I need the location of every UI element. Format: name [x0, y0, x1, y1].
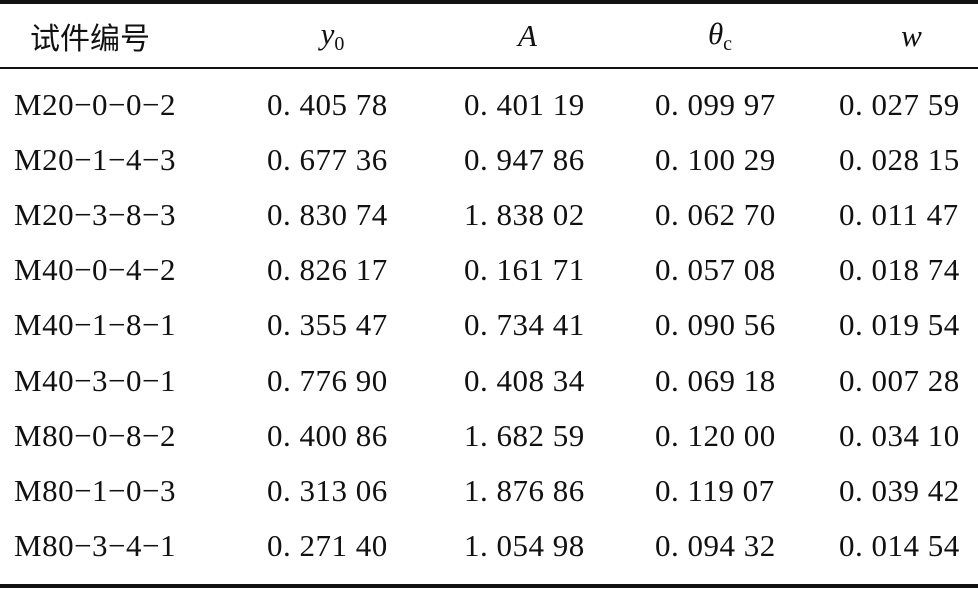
table-row: M20−1−4−3 0. 677 36 0. 947 86 0. 100 29 0. 0… [0, 132, 978, 187]
header-theta-c: θc [625, 4, 815, 67]
specimen-id-cell: M80−1−0−3 [14, 472, 177, 508]
a-cell: 0. 408 34 [464, 362, 585, 398]
w-cell: 0. 027 59 [839, 86, 960, 122]
theta-c-cell: 0. 099 97 [655, 86, 776, 122]
header-specimen-id: 试件编号 [30, 21, 150, 57]
table-row: M20−3−8−3 0. 830 74 1. 838 02 0. 062 70 0. 0… [0, 187, 978, 242]
y0-cell: 0. 776 90 [267, 362, 388, 398]
w-cell: 0. 028 15 [839, 141, 960, 177]
w-cell: 0. 034 10 [839, 417, 960, 453]
specimen-id-cell: M20−1−4−3 [14, 141, 177, 177]
specimen-id-cell: M80−0−8−2 [14, 417, 177, 453]
table-row: M40−3−0−1 0. 776 90 0. 408 34 0. 069 18 0. 0… [0, 353, 978, 408]
specimen-id-cell: M20−0−0−2 [14, 86, 177, 122]
specimen-id-cell: M40−3−0−1 [14, 362, 177, 398]
theta-c-cell: 0. 094 32 [655, 528, 776, 564]
header-y0: y0 [235, 4, 430, 67]
a-cell: 0. 734 41 [464, 307, 585, 343]
w-cell: 0. 011 47 [839, 196, 959, 232]
theta-c-cell: 0. 062 70 [655, 196, 776, 232]
w-cell: 0. 014 54 [839, 528, 960, 564]
y0-cell: 0. 830 74 [267, 196, 388, 232]
specimen-id-cell: M40−1−8−1 [14, 307, 177, 343]
specimen-id-cell: M40−0−4−2 [14, 252, 177, 288]
table-row: M20−0−0−2 0. 405 78 0. 401 19 0. 099 97 0. 0… [0, 67, 978, 132]
theta-c-cell: 0. 119 07 [655, 472, 775, 508]
theta-c-cell: 0. 090 56 [655, 307, 776, 343]
specimen-id-cell: M80−3−4−1 [14, 528, 177, 564]
a-cell: 0. 401 19 [464, 86, 585, 122]
header-theta-sub: c [723, 32, 733, 55]
header-a: A [430, 4, 625, 67]
theta-c-cell: 0. 120 00 [655, 417, 776, 453]
w-cell: 0. 018 74 [839, 252, 960, 288]
theta-c-cell: 0. 069 18 [655, 362, 776, 398]
table-bottom-rule [0, 584, 978, 588]
header-w: w [815, 4, 978, 67]
a-cell: 1. 838 02 [464, 196, 585, 232]
table-row: M40−0−4−2 0. 826 17 0. 161 71 0. 057 08 0. 0… [0, 243, 978, 298]
a-cell: 1. 054 98 [464, 528, 585, 564]
table-top-rule [0, 0, 978, 4]
w-cell: 0. 019 54 [839, 307, 960, 343]
table-header-rule [0, 67, 978, 69]
table-row: M80−0−8−2 0. 400 86 1. 682 59 0. 120 00 0. 0… [0, 408, 978, 463]
table-row: M40−1−8−1 0. 355 47 0. 734 41 0. 090 56 0. 0… [0, 298, 978, 353]
a-cell: 0. 161 71 [464, 252, 585, 288]
y0-cell: 0. 826 17 [267, 252, 388, 288]
a-cell: 0. 947 86 [464, 141, 585, 177]
w-cell: 0. 039 42 [839, 472, 960, 508]
data-table: 试件编号 y0 A θc w M20−0−0−2 0. 405 78 0. 401 … [0, 4, 978, 574]
table-body: M20−0−0−2 0. 405 78 0. 401 19 0. 099 97 0. 0… [0, 67, 978, 574]
header-y0-var: y [320, 15, 335, 51]
y0-cell: 0. 400 86 [267, 417, 388, 453]
header-theta-var: θ [707, 15, 724, 51]
y0-cell: 0. 405 78 [267, 86, 388, 122]
header-y0-sub: 0 [334, 32, 345, 55]
y0-cell: 0. 271 40 [267, 528, 388, 564]
y0-cell: 0. 313 06 [267, 472, 388, 508]
specimen-id-cell: M20−3−8−3 [14, 196, 177, 232]
table-row: M80−1−0−3 0. 313 06 1. 876 86 0. 119 07 0. 0… [0, 463, 978, 518]
theta-c-cell: 0. 057 08 [655, 252, 776, 288]
y0-cell: 0. 677 36 [267, 141, 388, 177]
header-row: 试件编号 y0 A θc w [0, 4, 978, 67]
theta-c-cell: 0. 100 29 [655, 141, 776, 177]
y0-cell: 0. 355 47 [267, 307, 388, 343]
header-w-var: w [901, 17, 922, 53]
w-cell: 0. 007 28 [839, 362, 960, 398]
a-cell: 1. 682 59 [464, 417, 585, 453]
table-row: M80−3−4−1 0. 271 40 1. 054 98 0. 094 32 0. 0… [0, 519, 978, 574]
header-a-var: A [518, 17, 537, 53]
a-cell: 1. 876 86 [464, 472, 585, 508]
